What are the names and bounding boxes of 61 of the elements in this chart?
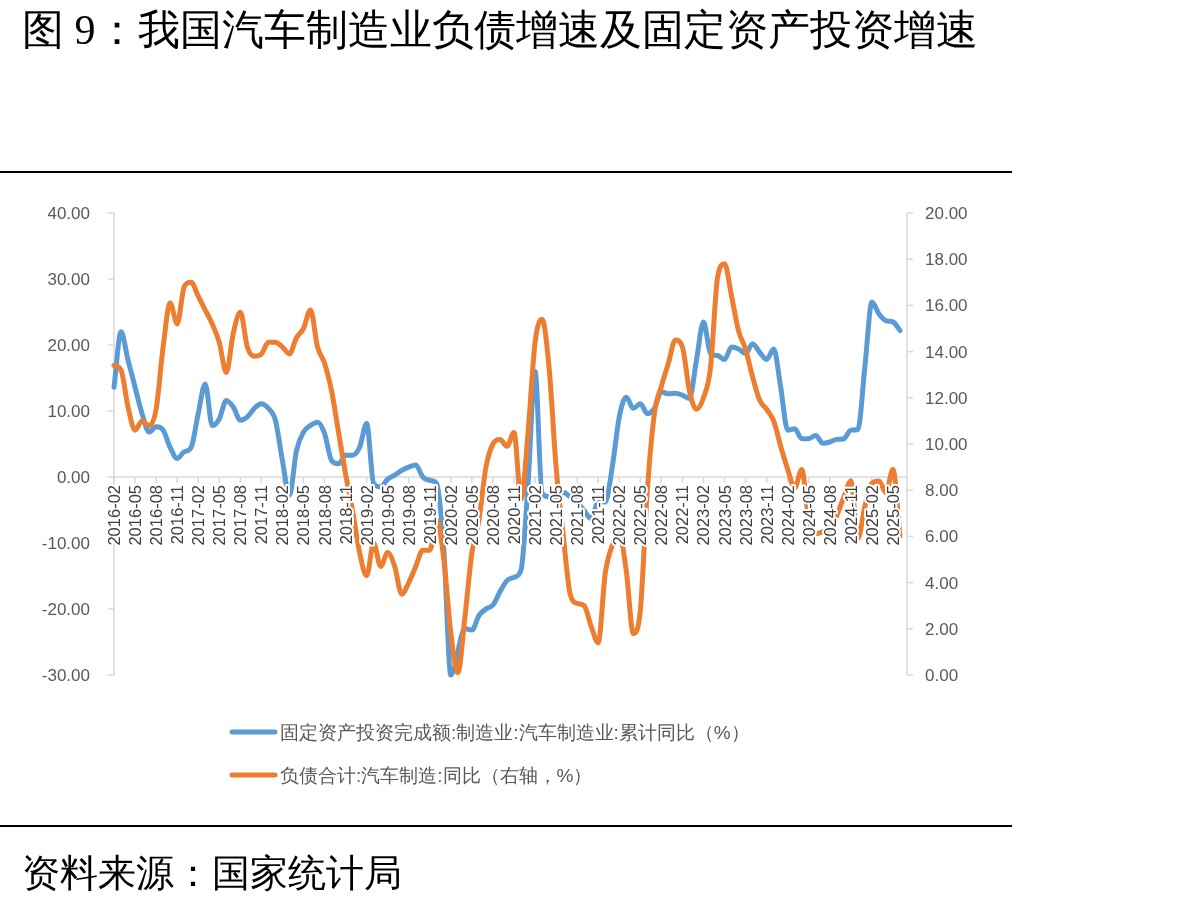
x-tick-label: 2017-02 [189,485,208,546]
x-tick-label: 2024-02 [778,485,797,546]
x-tick-label: 2016-05 [126,485,145,546]
x-tick-label: 2021-08 [568,485,587,546]
x-tick-label: 2022-11 [673,485,692,545]
y-tick-label: -30.00 [41,666,90,685]
x-tick-label: 2022-08 [652,485,671,546]
y2-tick-label: 14.00 [925,342,968,362]
x-tick-label: 2020-02 [441,485,460,546]
x-tick-label: 2019-08 [399,485,418,546]
x-tick-label: 2021-02 [526,485,545,546]
x-tick-label: 2023-02 [694,485,713,546]
y-tick-label: 40.00 [47,204,90,223]
x-tick-label: 2025-05 [883,485,902,546]
x-tick-label: 2017-08 [231,485,250,546]
x-tick-label: 2022-02 [610,485,629,546]
y2-tick-label: 4.00 [925,573,959,593]
x-tick-label: 2019-02 [357,485,376,546]
x-tick-label: 2017-11 [252,485,271,545]
x-tick-label: 2024-05 [799,485,818,546]
x-tick-label: 2016-08 [147,485,166,546]
legend-label: 固定资产投资完成额:制造业:汽车制造业:累计同比（%） [280,722,750,743]
y2-tick-label: 18.00 [925,250,968,270]
annotation: 资料来源：国家统计局 [22,851,402,896]
y-tick-label: -10.00 [41,534,90,553]
y2-tick-label: 2.00 [925,619,959,639]
y2-tick-label: 8.00 [925,481,959,501]
x-tick-label: 2024-11 [841,485,860,545]
x-tick-label: 2023-11 [757,485,776,545]
x-tick-label: 2016-11 [168,485,187,545]
y2-tick-label: 10.00 [925,435,968,454]
x-tick-label: 2024-08 [820,485,839,546]
x-tick-label: 2021-11 [589,485,608,545]
x-tick-label: 2018-02 [273,485,292,546]
x-tick-label: 2022-05 [631,485,650,546]
x-tick-label: 2018-05 [294,485,313,546]
x-tick-label: 2016-02 [105,485,123,546]
y-tick-label: 20.00 [47,336,90,355]
legend-label: 负债合计:汽车制造:同比（右轴，%） [280,765,593,786]
x-tick-label: 2018-08 [315,485,334,546]
y-tick-label: 10.00 [47,402,90,421]
y-tick-label: -20.00 [41,600,90,619]
x-tick-label: 2019-05 [378,485,397,546]
y-tick-label: 0.00 [56,468,90,487]
x-tick-label: 2025-02 [862,485,881,546]
x-tick-label: 2019-11 [420,485,439,545]
x-tick-label: 2020-08 [483,485,502,546]
y2-tick-label: 20.00 [925,204,968,223]
x-tick-label: 2017-05 [210,485,229,546]
title: 图 9：我国汽车制造业负债增速及固定资产投资增速 [22,6,979,55]
y2-tick-label: 0.00 [925,666,959,685]
x-tick-label: 2018-11 [336,485,355,545]
x-tick-label: 2023-08 [736,485,755,546]
y2-tick-label: 6.00 [925,527,959,547]
x-tick-label: 2020-11 [505,485,524,545]
x-tick-label: 2023-05 [715,485,734,546]
y-tick-label: 30.00 [47,270,90,289]
x-tick-label: 2020-05 [462,485,481,546]
y2-tick-label: 16.00 [925,296,968,316]
y2-tick-label: 12.00 [925,388,968,408]
x-tick-label: 2021-05 [547,485,566,546]
